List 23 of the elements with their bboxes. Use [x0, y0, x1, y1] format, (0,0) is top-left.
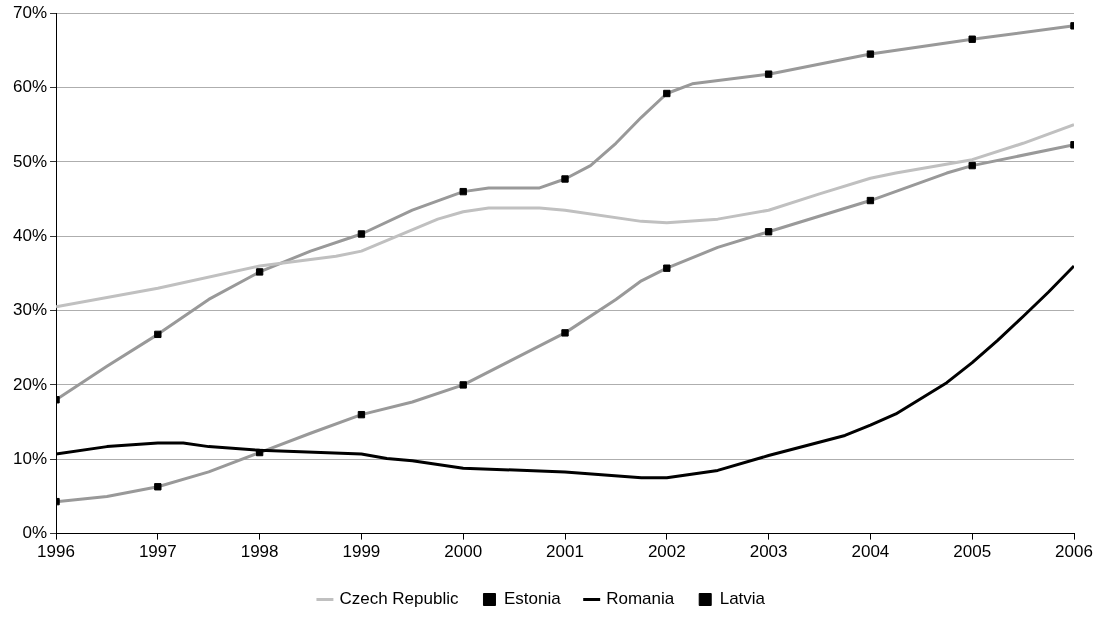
x-tick-label: 2003: [749, 542, 788, 562]
legend-label: Estonia: [503, 589, 562, 609]
x-tick-label: 2005: [953, 542, 992, 562]
legend-label: Romania: [606, 589, 675, 609]
y-tick-label: 50%: [12, 151, 48, 171]
y-tick-label: 30%: [12, 300, 48, 320]
x-tick-label: 2000: [444, 542, 483, 562]
x-tick-label: 1998: [240, 542, 279, 562]
x-tick-label: 2002: [647, 542, 686, 562]
x-tick-label: 1997: [138, 542, 177, 562]
y-tick-label: 0%: [22, 523, 48, 543]
x-tick-label: 1996: [37, 542, 75, 562]
y-tick-label: 20%: [12, 374, 48, 394]
y-tick-label: 40%: [12, 225, 48, 245]
y-tick-label: 10%: [12, 448, 48, 468]
x-tick-label: 2004: [851, 542, 890, 562]
legend-label: Czech Republic: [339, 589, 459, 609]
x-tick-label: 2006: [1055, 542, 1093, 562]
x-tick-label: 2001: [546, 542, 584, 562]
x-tick-label: 1999: [342, 542, 381, 562]
y-tick-label: 60%: [12, 77, 48, 97]
legend-label: Latvia: [719, 589, 766, 609]
y-tick-label: 70%: [12, 2, 48, 22]
